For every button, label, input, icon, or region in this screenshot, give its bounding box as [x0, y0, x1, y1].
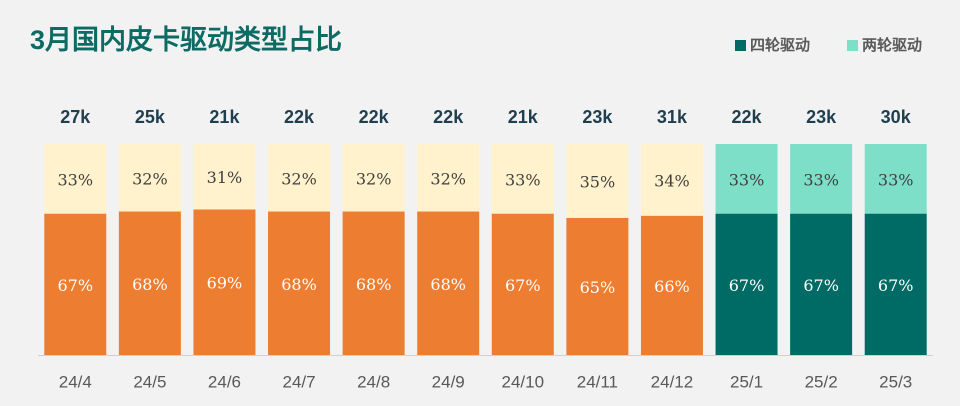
total-label: 27k	[60, 107, 91, 127]
data-label: 33%	[505, 170, 541, 189]
bar-segment	[118, 211, 181, 355]
x-tick-label: 24/12	[651, 372, 694, 391]
x-tick-label: 24/9	[432, 372, 465, 391]
data-label: 68%	[132, 275, 168, 294]
bar-segment	[566, 144, 629, 218]
data-label: 67%	[58, 276, 94, 295]
data-label: 31%	[207, 168, 243, 187]
x-tick-label: 24/11	[577, 372, 618, 391]
bar-segment	[417, 144, 480, 212]
data-label: 34%	[654, 171, 690, 190]
bar-segment	[342, 211, 405, 355]
data-label: 67%	[878, 276, 914, 295]
legend-swatch	[735, 40, 746, 51]
data-label: 67%	[803, 276, 839, 295]
data-label: 68%	[430, 275, 466, 294]
data-label: 32%	[430, 169, 466, 188]
bar-segment	[864, 144, 927, 214]
data-label: 32%	[356, 169, 392, 188]
total-label: 30k	[881, 107, 912, 127]
total-label: 23k	[806, 107, 837, 127]
bar-segment	[566, 217, 629, 355]
legend-label: 两轮驱动	[862, 36, 922, 54]
bar-segment	[640, 215, 703, 355]
legend-label: 四轮驱动	[750, 36, 810, 54]
bar-segment	[118, 144, 181, 212]
data-label: 65%	[580, 278, 616, 297]
bar-segment	[44, 144, 107, 214]
x-tick-label: 24/8	[357, 372, 390, 391]
data-label: 68%	[281, 275, 317, 294]
total-label: 22k	[284, 107, 315, 127]
data-label: 67%	[505, 276, 541, 295]
bar-segment	[640, 144, 703, 216]
total-label: 21k	[209, 107, 240, 127]
bar-segment	[790, 144, 853, 214]
x-tick-label: 24/7	[282, 372, 315, 391]
x-tick-label: 24/5	[133, 372, 166, 391]
total-label: 22k	[433, 107, 464, 127]
x-tick-label: 25/3	[879, 372, 912, 391]
total-label: 21k	[508, 107, 539, 127]
bar-segment	[193, 209, 256, 355]
data-label: 33%	[729, 170, 765, 189]
data-label: 68%	[356, 275, 392, 294]
data-label: 35%	[580, 172, 616, 191]
x-tick-label: 24/4	[59, 372, 92, 391]
bar-segment	[268, 144, 331, 212]
chart-title: 3月国内皮卡驱动类型占比	[30, 25, 342, 55]
bar-segment	[790, 213, 853, 355]
x-tick-label: 25/2	[805, 372, 838, 391]
data-label: 69%	[207, 274, 243, 293]
data-label: 32%	[132, 169, 168, 188]
data-label: 33%	[58, 170, 94, 189]
total-label: 22k	[732, 107, 763, 127]
x-tick-label: 24/6	[208, 372, 241, 391]
x-tick-label: 24/10	[502, 372, 545, 391]
data-label: 33%	[878, 170, 914, 189]
total-label: 22k	[359, 107, 390, 127]
data-label: 33%	[803, 170, 839, 189]
bar-segment	[342, 144, 405, 212]
legend-swatch	[847, 40, 858, 51]
x-tick-label: 25/1	[730, 372, 763, 391]
bar-segment	[417, 211, 480, 355]
bar-segment	[491, 144, 554, 214]
bar-segment	[268, 211, 331, 355]
bar-segment	[44, 213, 107, 355]
data-label: 32%	[281, 169, 317, 188]
total-label: 23k	[582, 107, 613, 127]
bar-segment	[193, 144, 256, 210]
bar-segment	[491, 213, 554, 355]
bar-segment	[715, 144, 778, 214]
data-label: 67%	[729, 276, 765, 295]
total-label: 31k	[657, 107, 688, 127]
bar-segment	[715, 213, 778, 355]
total-label: 25k	[135, 107, 166, 127]
data-label: 66%	[654, 277, 690, 296]
bar-segment	[864, 213, 927, 355]
